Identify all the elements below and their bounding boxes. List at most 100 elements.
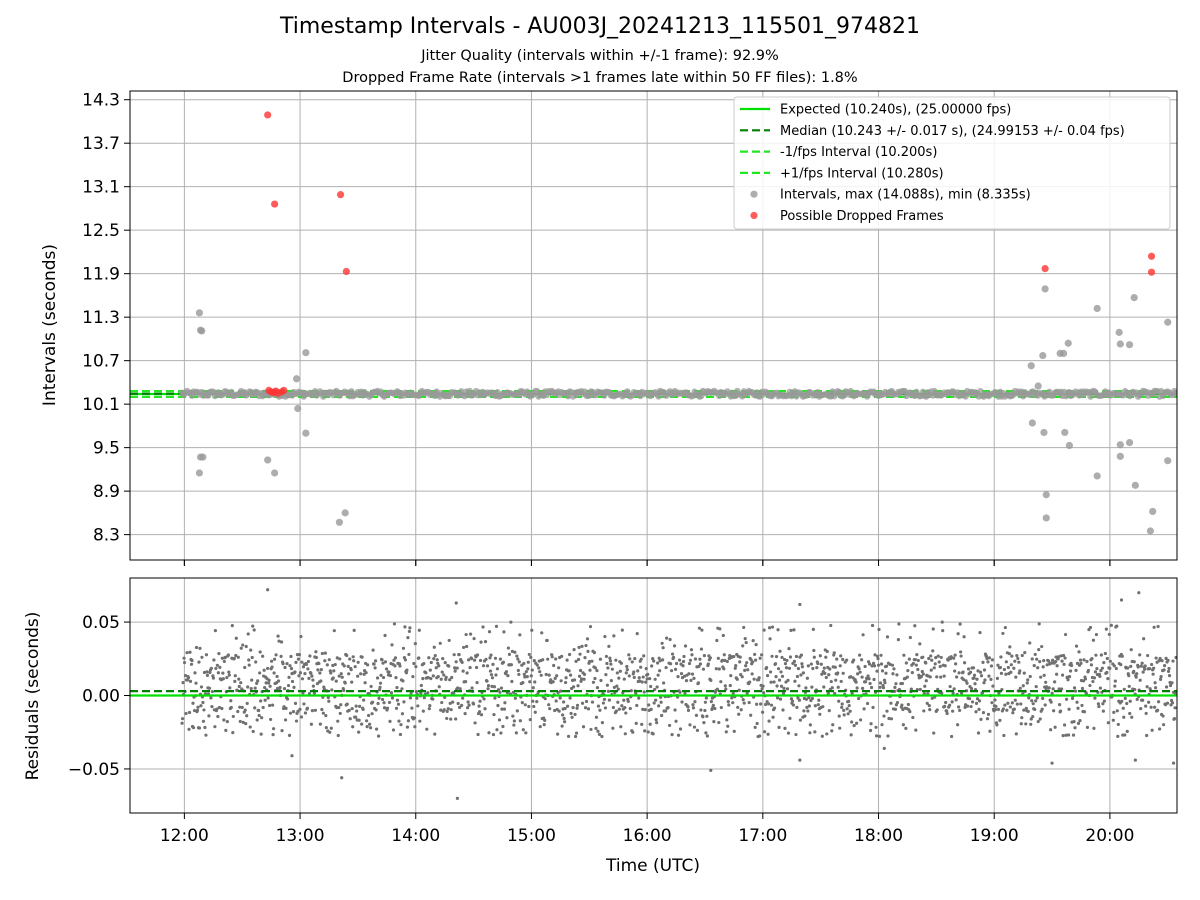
residual-point xyxy=(607,645,610,648)
residual-point xyxy=(681,664,684,667)
interval-point xyxy=(302,349,309,356)
interval-point xyxy=(1164,319,1171,326)
residual-point xyxy=(1033,664,1036,667)
residual-point xyxy=(833,651,836,654)
residual-point xyxy=(770,704,773,707)
residual-point xyxy=(864,680,867,683)
residual-point xyxy=(1069,669,1072,672)
residual-point xyxy=(780,685,783,688)
residual-point xyxy=(875,670,878,673)
residual-point xyxy=(502,630,505,633)
time-x-axis-label: Time (UTC) xyxy=(605,856,700,876)
residual-point xyxy=(337,734,340,737)
residual-point xyxy=(385,667,388,670)
residual-point xyxy=(348,657,351,660)
residual-point xyxy=(1171,659,1174,662)
residual-point xyxy=(1133,660,1136,663)
residual-point xyxy=(1031,715,1034,718)
residual-point xyxy=(703,654,706,657)
residual-point xyxy=(377,734,380,737)
residual-point xyxy=(673,644,676,647)
residual-point xyxy=(753,653,756,656)
residual-point xyxy=(826,650,829,653)
legend-entry-label: Possible Dropped Frames xyxy=(780,209,944,224)
residual-point xyxy=(300,661,303,664)
residual-point xyxy=(256,679,259,682)
residual-point xyxy=(472,702,475,705)
residual-point xyxy=(810,662,813,665)
residual-point xyxy=(465,645,468,648)
residual-point xyxy=(959,623,962,626)
time-x-tick-label: 18:00 xyxy=(854,826,903,846)
residual-point xyxy=(666,706,669,709)
residual-point xyxy=(689,659,692,662)
residual-point xyxy=(469,632,472,635)
residual-point xyxy=(422,662,425,665)
residual-point xyxy=(1152,673,1155,676)
residual-point xyxy=(839,664,842,667)
residual-point xyxy=(1042,659,1045,662)
residual-point xyxy=(309,672,312,675)
dropped-frame-point xyxy=(264,111,271,118)
residual-point xyxy=(736,678,739,681)
residual-point xyxy=(835,657,838,660)
legend-dot-swatch xyxy=(750,212,757,219)
residual-point xyxy=(222,718,225,721)
residual-point xyxy=(775,684,778,687)
residual-point xyxy=(775,655,778,658)
residual-point xyxy=(630,689,633,692)
interval-point xyxy=(1116,329,1123,336)
residual-point xyxy=(561,713,564,716)
residual-point xyxy=(967,667,970,670)
residual-point xyxy=(584,644,587,647)
residual-point xyxy=(981,661,984,664)
residuals-y-axis-label: Residuals (seconds) xyxy=(23,612,43,781)
residual-point xyxy=(707,662,710,665)
time-x-tick-label: 20:00 xyxy=(1085,826,1134,846)
residual-point xyxy=(513,651,516,654)
residual-point xyxy=(227,671,230,674)
residual-point xyxy=(181,717,184,720)
residual-point xyxy=(437,675,440,678)
residual-point xyxy=(455,660,458,663)
residual-point xyxy=(451,701,454,704)
residual-point xyxy=(878,686,881,689)
residual-point xyxy=(861,633,864,636)
residual-point xyxy=(1163,664,1166,667)
residual-point xyxy=(353,629,356,632)
residual-point xyxy=(283,687,286,690)
residual-point xyxy=(259,699,262,702)
residual-point xyxy=(1022,684,1025,687)
residual-point xyxy=(918,642,921,645)
residual-point xyxy=(248,663,251,666)
residual-point xyxy=(440,678,443,681)
residual-point xyxy=(422,710,425,713)
residual-point xyxy=(1058,703,1061,706)
residual-point xyxy=(1023,671,1026,674)
residual-point xyxy=(484,640,487,643)
residual-point xyxy=(842,709,845,712)
residual-point xyxy=(994,705,997,708)
residual-point xyxy=(544,697,547,700)
intervals-y-tick-label: 10.1 xyxy=(82,395,120,415)
residual-point xyxy=(513,719,516,722)
residual-point xyxy=(934,662,937,665)
residual-point xyxy=(510,663,513,666)
residual-point xyxy=(758,676,761,679)
residual-point xyxy=(267,696,270,699)
residual-point xyxy=(421,677,424,680)
residual-point xyxy=(769,681,772,684)
residual-point xyxy=(900,704,903,707)
residual-point xyxy=(600,735,603,738)
residual-point xyxy=(237,678,240,681)
residual-point xyxy=(789,629,792,632)
residual-point xyxy=(289,655,292,658)
residual-point xyxy=(217,652,220,655)
residual-point xyxy=(507,646,510,649)
residual-point xyxy=(986,660,989,663)
residual-point xyxy=(635,704,638,707)
residual-point xyxy=(1097,705,1100,708)
residual-point xyxy=(1003,668,1006,671)
residual-point xyxy=(318,671,321,674)
residual-point xyxy=(562,700,565,703)
